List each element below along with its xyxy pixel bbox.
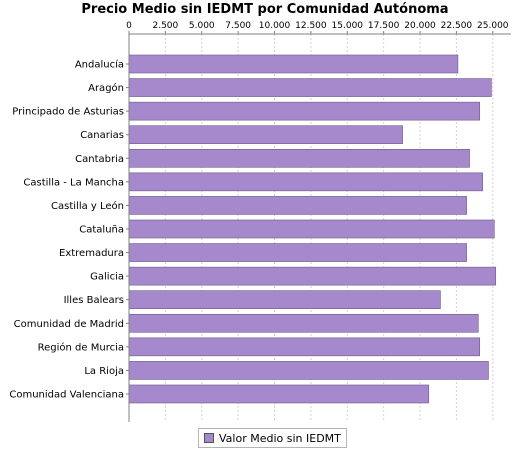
category-label: Castilla - La Mancha: [23, 177, 124, 188]
bar: [128, 313, 479, 333]
axes: [126, 31, 511, 422]
category-label: Cataluña: [79, 224, 124, 235]
x-tick-label: 15.000: [332, 21, 364, 31]
x-tick-label: 0: [126, 21, 132, 31]
x-tick-label: 7.500: [225, 21, 251, 31]
grid-lines: [164, 34, 494, 422]
x-tick-label: 17.500: [368, 21, 400, 31]
x-tick-label: 20.000: [404, 21, 436, 31]
category-label: Cantabria: [75, 154, 124, 165]
category-label: Comunidad Valenciana: [9, 389, 124, 400]
category-label: Canarias: [80, 130, 124, 141]
bar: [128, 172, 483, 192]
bar: [128, 148, 470, 168]
category-label: Principado de Asturias: [12, 107, 124, 118]
category-label: Comunidad de Madrid: [14, 319, 124, 330]
x-tick-label: 12.500: [295, 21, 327, 31]
legend: Valor Medio sin IEDMT: [198, 428, 347, 448]
bar: [128, 219, 495, 239]
bar: [128, 54, 459, 74]
x-tick-label: 2.500: [152, 21, 178, 31]
category-label: Extremadura: [59, 248, 124, 259]
bar: [128, 101, 481, 121]
category-label: Galicia: [90, 272, 124, 283]
category-label: Región de Murcia: [38, 341, 124, 353]
x-tick-label: 22.500: [441, 21, 473, 31]
chart-title: Precio Medio sin IEDMT por Comunidad Aut…: [81, 2, 448, 17]
legend-swatch: [204, 433, 214, 443]
legend-label: Valor Medio sin IEDMT: [219, 431, 341, 445]
category-label: La Rioja: [84, 366, 124, 377]
category-label: Andalucía: [75, 59, 124, 71]
bar: [128, 290, 441, 310]
category-label: Aragón: [88, 82, 124, 94]
x-tick-label: 25.000: [477, 21, 509, 31]
x-tick-label: 10.000: [259, 21, 291, 31]
category-label: Illes Balears: [64, 295, 124, 306]
bar: [128, 125, 403, 145]
category-label: Castilla y León: [51, 200, 124, 212]
x-tick-label: 5.000: [189, 21, 215, 31]
bar: [128, 196, 467, 215]
x-tick-labels: 0 2.500 5.000 7.500 10.000 12.500 15.000 17.500…: [126, 21, 509, 31]
bar: [128, 78, 492, 97]
bar: [128, 361, 489, 380]
bars: [128, 54, 497, 404]
bar: [128, 337, 481, 357]
bar: [128, 384, 430, 404]
category-labels: Andalucía Aragón Principado de Asturias Can…: [9, 59, 124, 401]
bar: [128, 243, 467, 262]
bar: [128, 266, 497, 286]
